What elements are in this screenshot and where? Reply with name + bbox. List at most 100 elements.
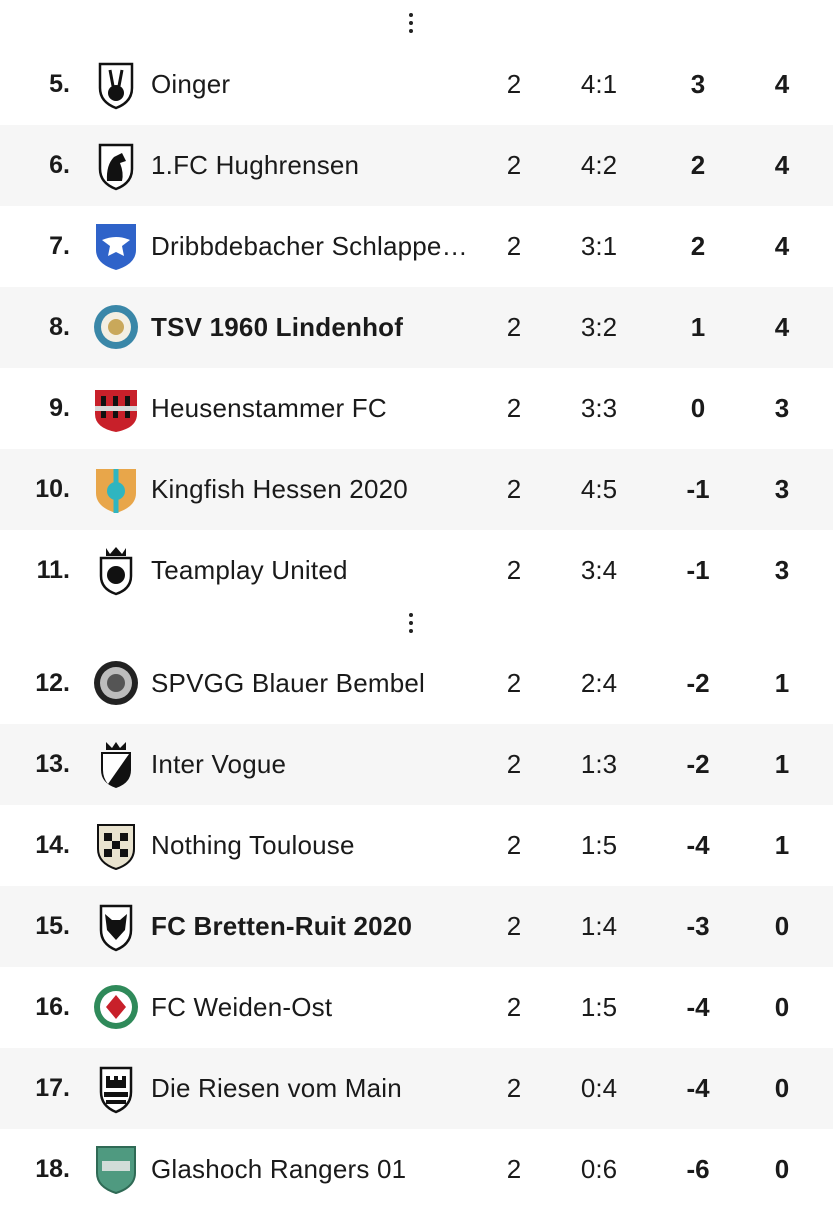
fox-crest-icon: [92, 900, 140, 952]
position: 10.: [35, 475, 70, 503]
table-row[interactable]: 7. Dribbdebacher Schlappekic… 2 3:1 2 4: [0, 206, 833, 287]
table-row[interactable]: 16. FC Weiden-Ost 2 1:5 -4 0: [0, 967, 833, 1048]
games-played: 2: [506, 749, 522, 779]
goal-difference: 2: [690, 150, 706, 180]
goal-difference: -4: [686, 830, 710, 860]
goal-difference: -3: [686, 911, 710, 941]
table-row[interactable]: 14. Nothing Toulouse 2 1:5 -4 1: [0, 805, 833, 886]
table-row[interactable]: 11. Teamplay United 2 3:4 -1 3: [0, 530, 833, 611]
points: 0: [774, 1154, 790, 1184]
points: 1: [774, 668, 790, 698]
position: 13.: [35, 750, 70, 778]
eagle-crest-icon: [92, 220, 140, 272]
goals: 1:5: [580, 992, 618, 1022]
table-row[interactable]: 5. Oinger 2 4:1 3 4: [0, 44, 833, 125]
table-row[interactable]: 18. Glashoch Rangers 01 2 0:6 -6 0: [0, 1129, 833, 1210]
goal-difference: 2: [690, 231, 706, 261]
round-bembel-crest-icon: [92, 657, 140, 709]
games-played: 2: [506, 150, 522, 180]
table-row[interactable]: 15. FC Bretten-Ruit 2020 2 1:4 -3 0: [0, 886, 833, 967]
goal-difference: -2: [686, 668, 710, 698]
castle-crest-icon: [92, 382, 140, 434]
team-name[interactable]: SPVGG Blauer Bembel: [151, 668, 426, 698]
points: 0: [774, 992, 790, 1022]
lion-round-crest-icon: [92, 301, 140, 353]
crowned-lion-crest-icon: [92, 544, 140, 596]
goals: 1:5: [580, 830, 618, 860]
goal-difference: -2: [686, 749, 710, 779]
green-shield-crest-icon: [92, 1143, 140, 1195]
goal-difference: 3: [690, 69, 706, 99]
team-name[interactable]: Oinger: [151, 69, 231, 99]
games-played: 2: [506, 474, 522, 504]
goals: 4:2: [580, 150, 618, 180]
goals: 0:6: [580, 1154, 618, 1184]
games-played: 2: [506, 231, 522, 261]
points: 3: [774, 474, 790, 504]
table-row[interactable]: 6. 1.FC Hughrensen 2 4:2 2 4: [0, 125, 833, 206]
team-name[interactable]: Die Riesen vom Main: [151, 1073, 402, 1103]
position: 15.: [35, 912, 70, 940]
goal-difference: -6: [686, 1154, 710, 1184]
team-name[interactable]: Dribbdebacher Schlappekic…: [151, 231, 473, 261]
table-row[interactable]: 17. Die Riesen vom Main 2 0:4 -4 0: [0, 1048, 833, 1129]
team-name[interactable]: Kingfish Hessen 2020: [151, 474, 408, 504]
points: 4: [774, 231, 790, 261]
goals: 3:4: [580, 555, 618, 585]
goals: 1:4: [580, 911, 618, 941]
position: 17.: [35, 1074, 70, 1102]
position: 5.: [49, 70, 70, 98]
table-row[interactable]: 8. TSV 1960 Lindenhof 2 3:2 1 4: [0, 287, 833, 368]
team-name[interactable]: Nothing Toulouse: [151, 830, 355, 860]
points: 4: [774, 150, 790, 180]
goal-difference: -1: [686, 555, 710, 585]
games-played: 2: [506, 69, 522, 99]
goals: 3:1: [580, 231, 618, 261]
team-name[interactable]: FC Bretten-Ruit 2020: [151, 911, 413, 941]
checkered-crest-icon: [92, 819, 140, 871]
goals: 2:4: [580, 668, 618, 698]
green-round-crest-icon: [92, 981, 140, 1033]
position: 16.: [35, 993, 70, 1021]
horse-crest-icon: [92, 139, 140, 191]
goals: 4:5: [580, 474, 618, 504]
table-row[interactable]: 10. Kingfish Hessen 2020 2 4:5 -1 3: [0, 449, 833, 530]
goals: 3:3: [580, 393, 618, 423]
goals: 1:3: [580, 749, 618, 779]
team-name[interactable]: FC Weiden-Ost: [151, 992, 333, 1022]
goal-difference: 1: [690, 312, 706, 342]
team-name[interactable]: 1.FC Hughrensen: [151, 150, 360, 180]
table-row[interactable]: 13. Inter Vogue 2 1:3 -2 1: [0, 724, 833, 805]
tower-crest-icon: [92, 1062, 140, 1114]
position: 11.: [36, 556, 70, 584]
points: 4: [774, 312, 790, 342]
games-played: 2: [506, 1073, 522, 1103]
team-name[interactable]: Heusenstammer FC: [151, 393, 387, 423]
team-name[interactable]: Glashoch Rangers 01: [151, 1154, 407, 1184]
goals: 4:1: [580, 69, 618, 99]
goal-difference: -4: [686, 1073, 710, 1103]
table-row[interactable]: 9. Heusenstammer FC 2 3:3 0 3: [0, 368, 833, 449]
games-played: 2: [506, 555, 522, 585]
goal-difference: -1: [686, 474, 710, 504]
team-name[interactable]: Inter Vogue: [151, 749, 287, 779]
points: 3: [774, 555, 790, 585]
more-rows-between-icon[interactable]: [0, 608, 833, 638]
table-row[interactable]: 12. SPVGG Blauer Bembel 2 2:4 -2 1: [0, 643, 833, 724]
kh-crest-icon: [92, 463, 140, 515]
position: 12.: [35, 669, 70, 697]
team-name[interactable]: Teamplay United: [151, 555, 348, 585]
points: 1: [774, 749, 790, 779]
goals: 0:4: [580, 1073, 618, 1103]
team-name[interactable]: TSV 1960 Lindenhof: [151, 312, 404, 342]
position: 14.: [35, 831, 70, 859]
position: 8.: [49, 313, 70, 341]
diagonal-crest-icon: [92, 738, 140, 790]
games-played: 2: [506, 1154, 522, 1184]
points: 3: [774, 393, 790, 423]
games-played: 2: [506, 668, 522, 698]
points: 0: [774, 1073, 790, 1103]
games-played: 2: [506, 992, 522, 1022]
more-rows-above-icon[interactable]: [0, 8, 833, 38]
goal-difference: -4: [686, 992, 710, 1022]
